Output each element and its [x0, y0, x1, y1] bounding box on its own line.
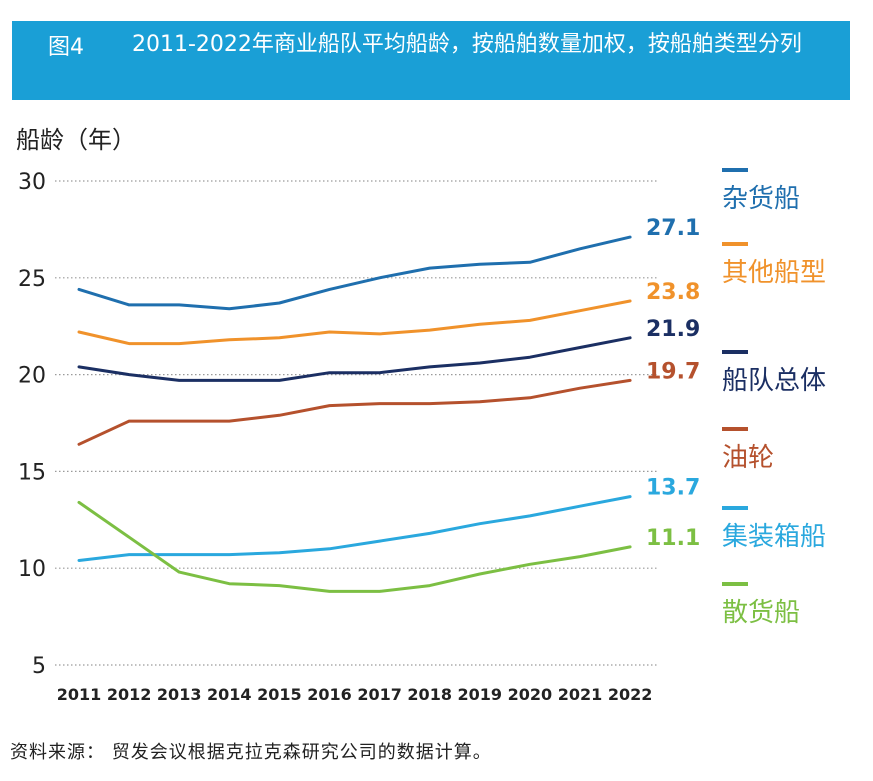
legend-swatch — [722, 242, 748, 246]
legend-label: 杂货船 — [722, 184, 801, 214]
legend-swatch — [722, 582, 748, 586]
source-note: 资料来源： 贸发会议根据克拉克森研究公司的数据计算。 — [10, 742, 492, 763]
x-tick-label: 2014 — [207, 685, 252, 704]
x-tick-label: 2021 — [558, 685, 603, 704]
y-axis-label: 船龄（年） — [16, 126, 136, 154]
end-data-label: 13.7 — [646, 476, 700, 501]
y-tick-label: 25 — [18, 267, 46, 292]
legend-swatch — [722, 168, 748, 172]
x-tick-label: 2020 — [508, 685, 553, 704]
legend-label: 散货船 — [722, 598, 801, 628]
legend-label: 船队总体 — [722, 366, 827, 396]
x-tick-label: 2016 — [307, 685, 352, 704]
series-line — [77, 495, 632, 562]
legend-swatch — [722, 350, 748, 354]
series-line — [77, 299, 632, 346]
figure-title: 2011-2022年商业船队平均船龄，按船舶数量加权，按船舶类型分列 — [132, 32, 802, 57]
y-tick-label: 20 — [18, 364, 46, 389]
y-tick-label: 15 — [18, 460, 46, 485]
series-line — [77, 336, 632, 382]
y-tick-label: 30 — [18, 170, 46, 195]
y-tick-label: 5 — [32, 654, 46, 679]
legend-swatch — [722, 427, 748, 431]
x-tick-label: 2018 — [407, 685, 452, 704]
y-tick-label: 10 — [18, 557, 46, 582]
series-line — [77, 235, 632, 311]
x-tick-label: 2017 — [357, 685, 402, 704]
x-tick-label: 2015 — [257, 685, 302, 704]
x-tick-label: 2012 — [107, 685, 152, 704]
x-tick-label: 2013 — [157, 685, 202, 704]
legend-swatch — [722, 506, 748, 510]
series-line — [77, 500, 632, 593]
figure-number: 图4 — [48, 35, 84, 60]
legend-label: 油轮 — [722, 443, 775, 473]
legend-label: 其他船型 — [722, 258, 827, 288]
end-data-label: 21.9 — [646, 317, 700, 342]
figure-header: 图4 2011-2022年商业船队平均船龄，按船舶数量加权，按船舶类型分列 — [12, 21, 850, 100]
x-tick-label: 2022 — [608, 685, 653, 704]
end-data-label: 27.1 — [646, 216, 700, 241]
series-line — [77, 378, 632, 446]
end-data-label: 11.1 — [646, 526, 700, 551]
x-tick-label: 2019 — [458, 685, 503, 704]
x-tick-label: 2011 — [57, 685, 102, 704]
end-data-label: 19.7 — [646, 359, 700, 384]
end-data-label: 23.8 — [646, 280, 700, 305]
legend-label: 集装箱船 — [722, 522, 827, 552]
